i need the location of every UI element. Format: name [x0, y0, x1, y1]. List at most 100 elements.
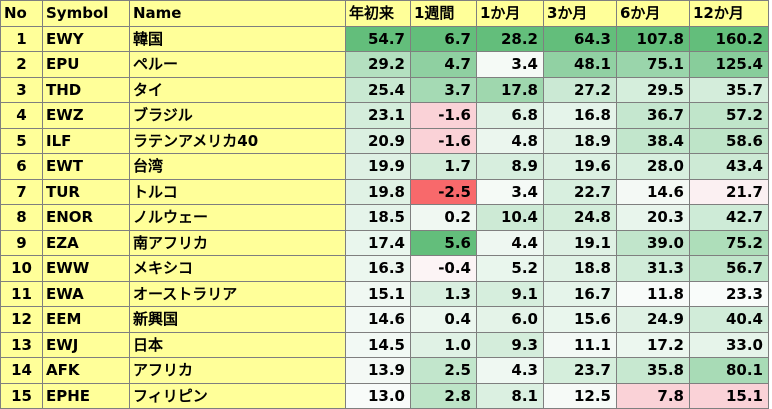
header-ytd: 年初来 [345, 0, 411, 27]
row-name: 韓国 [129, 25, 346, 52]
cell-1m: 4.4 [476, 229, 544, 256]
cell-1w: 5.6 [410, 229, 477, 256]
cell-12m: 57.2 [689, 102, 769, 129]
cell-6m: 7.8 [616, 382, 690, 409]
cell-12m: 23.3 [689, 280, 769, 307]
cell-1w: 6.7 [410, 25, 477, 52]
cell-3m: 12.5 [543, 382, 617, 409]
cell-3m: 16.8 [543, 102, 617, 129]
cell-6m: 20.3 [616, 204, 690, 231]
table-row: 5 ILF ラテンアメリカ40 20.9 -1.6 4.8 18.9 38.4 58.6 [0, 127, 769, 154]
row-name: 新興国 [129, 306, 346, 333]
table-row: 1 EWY 韓国 54.7 6.7 28.2 64.3 107.8 160.2 [0, 25, 769, 52]
table-row: 9 EZA 南アフリカ 17.4 5.6 4.4 19.1 39.0 75.2 [0, 229, 769, 256]
header-3m: 3か月 [543, 0, 617, 27]
row-number: 10 [0, 255, 43, 282]
cell-ytd: 19.8 [345, 178, 411, 205]
cell-3m: 19.6 [543, 153, 617, 180]
cell-ytd: 13.9 [345, 357, 411, 384]
row-number: 7 [0, 178, 43, 205]
cell-ytd: 15.1 [345, 280, 411, 307]
row-name: フィリピン [129, 382, 346, 409]
table-row: 15 EPHE フィリピン 13.0 2.8 8.1 12.5 7.8 15.1 [0, 382, 769, 409]
row-symbol: EPHE [42, 382, 130, 409]
row-number: 1 [0, 25, 43, 52]
cell-3m: 16.7 [543, 280, 617, 307]
cell-1m: 6.0 [476, 306, 544, 333]
cell-1m: 17.8 [476, 76, 544, 103]
row-name: 南アフリカ [129, 229, 346, 256]
header-6m: 6か月 [616, 0, 690, 27]
cell-12m: 125.4 [689, 51, 769, 78]
cell-1m: 4.3 [476, 357, 544, 384]
cell-6m: 38.4 [616, 127, 690, 154]
row-symbol: EWW [42, 255, 130, 282]
cell-12m: 35.7 [689, 76, 769, 103]
header-1m: 1か月 [476, 0, 544, 27]
cell-12m: 21.7 [689, 178, 769, 205]
cell-6m: 24.9 [616, 306, 690, 333]
cell-ytd: 14.6 [345, 306, 411, 333]
cell-1m: 9.3 [476, 331, 544, 358]
cell-3m: 18.9 [543, 127, 617, 154]
header-row: No Symbol Name 年初来 1週間 1か月 3か月 6か月 12か月 [0, 0, 769, 27]
cell-6m: 28.0 [616, 153, 690, 180]
cell-ytd: 14.5 [345, 331, 411, 358]
header-no: No [0, 0, 43, 27]
cell-6m: 17.2 [616, 331, 690, 358]
row-name: オーストラリア [129, 280, 346, 307]
cell-1w: 1.3 [410, 280, 477, 307]
cell-3m: 19.1 [543, 229, 617, 256]
cell-3m: 15.6 [543, 306, 617, 333]
row-symbol: EZA [42, 229, 130, 256]
cell-ytd: 20.9 [345, 127, 411, 154]
table-row: 8 ENOR ノルウェー 18.5 0.2 10.4 24.8 20.3 42.7 [0, 204, 769, 231]
cell-1m: 8.9 [476, 153, 544, 180]
table-row: 4 EWZ ブラジル 23.1 -1.6 6.8 16.8 36.7 57.2 [0, 102, 769, 129]
cell-1m: 8.1 [476, 382, 544, 409]
cell-1w: 1.0 [410, 331, 477, 358]
cell-12m: 33.0 [689, 331, 769, 358]
row-symbol: ILF [42, 127, 130, 154]
cell-12m: 75.2 [689, 229, 769, 256]
cell-1m: 28.2 [476, 25, 544, 52]
row-name: ノルウェー [129, 204, 346, 231]
cell-3m: 22.7 [543, 178, 617, 205]
table-body: 1 EWY 韓国 54.7 6.7 28.2 64.3 107.8 160.2 2 EPU ペルー 29… [0, 25, 769, 409]
table-row: 7 TUR トルコ 19.8 -2.5 3.4 22.7 14.6 21.7 [0, 178, 769, 205]
header-1w: 1週間 [410, 0, 477, 27]
cell-12m: 15.1 [689, 382, 769, 409]
cell-12m: 43.4 [689, 153, 769, 180]
cell-ytd: 13.0 [345, 382, 411, 409]
cell-1w: -1.6 [410, 127, 477, 154]
row-number: 14 [0, 357, 43, 384]
cell-ytd: 16.3 [345, 255, 411, 282]
table-row: 10 EWW メキシコ 16.3 -0.4 5.2 18.8 31.3 56.7 [0, 255, 769, 282]
cell-12m: 58.6 [689, 127, 769, 154]
cell-ytd: 29.2 [345, 51, 411, 78]
cell-3m: 18.8 [543, 255, 617, 282]
row-number: 11 [0, 280, 43, 307]
row-name: ラテンアメリカ40 [129, 127, 346, 154]
row-symbol: EWY [42, 25, 130, 52]
header-12m: 12か月 [689, 0, 769, 27]
header-symbol: Symbol [42, 0, 130, 27]
row-number: 5 [0, 127, 43, 154]
cell-ytd: 19.9 [345, 153, 411, 180]
cell-3m: 23.7 [543, 357, 617, 384]
cell-1w: 2.8 [410, 382, 477, 409]
cell-1w: 1.7 [410, 153, 477, 180]
row-symbol: EPU [42, 51, 130, 78]
row-symbol: EEM [42, 306, 130, 333]
cell-3m: 27.2 [543, 76, 617, 103]
cell-6m: 39.0 [616, 229, 690, 256]
cell-1w: 0.2 [410, 204, 477, 231]
table-row: 11 EWA オーストラリア 15.1 1.3 9.1 16.7 11.8 23.3 [0, 280, 769, 307]
cell-12m: 40.4 [689, 306, 769, 333]
cell-6m: 14.6 [616, 178, 690, 205]
cell-12m: 56.7 [689, 255, 769, 282]
cell-3m: 64.3 [543, 25, 617, 52]
row-symbol: THD [42, 76, 130, 103]
table-row: 6 EWT 台湾 19.9 1.7 8.9 19.6 28.0 43.4 [0, 153, 769, 180]
cell-6m: 107.8 [616, 25, 690, 52]
